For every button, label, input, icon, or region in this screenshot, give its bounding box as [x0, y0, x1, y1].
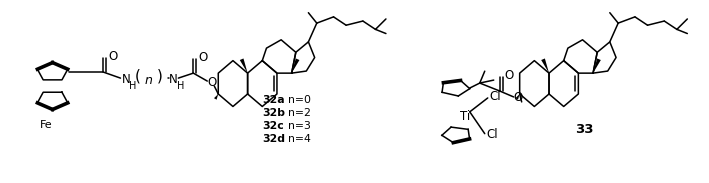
Text: H: H [177, 81, 185, 91]
Polygon shape [541, 58, 549, 73]
Polygon shape [593, 58, 601, 73]
Text: (: ( [135, 69, 140, 84]
Text: n=2: n=2 [288, 108, 311, 118]
Text: ): ) [157, 69, 162, 84]
Polygon shape [515, 94, 520, 100]
Text: 32b: 32b [262, 108, 285, 118]
Text: n=4: n=4 [288, 134, 311, 144]
Text: Cl: Cl [490, 90, 501, 103]
Text: O: O [505, 69, 514, 82]
Polygon shape [214, 94, 218, 100]
Text: 32a: 32a [262, 95, 285, 105]
Text: O: O [108, 50, 118, 63]
Text: 32d: 32d [262, 134, 285, 144]
Text: n=3: n=3 [288, 121, 311, 131]
Text: Cl: Cl [487, 128, 498, 141]
Text: n=0: n=0 [288, 95, 311, 105]
Text: N: N [169, 73, 178, 86]
Text: Fe: Fe [40, 120, 53, 130]
Polygon shape [291, 58, 299, 73]
Text: O: O [207, 76, 216, 89]
Text: 33: 33 [575, 123, 594, 136]
Text: O: O [514, 92, 523, 104]
Text: O: O [199, 51, 208, 64]
Text: H: H [130, 81, 137, 91]
Text: N: N [121, 73, 130, 86]
Text: 32c: 32c [262, 121, 284, 131]
Text: Ti: Ti [459, 110, 470, 123]
Text: n: n [145, 74, 152, 87]
Polygon shape [240, 58, 247, 73]
